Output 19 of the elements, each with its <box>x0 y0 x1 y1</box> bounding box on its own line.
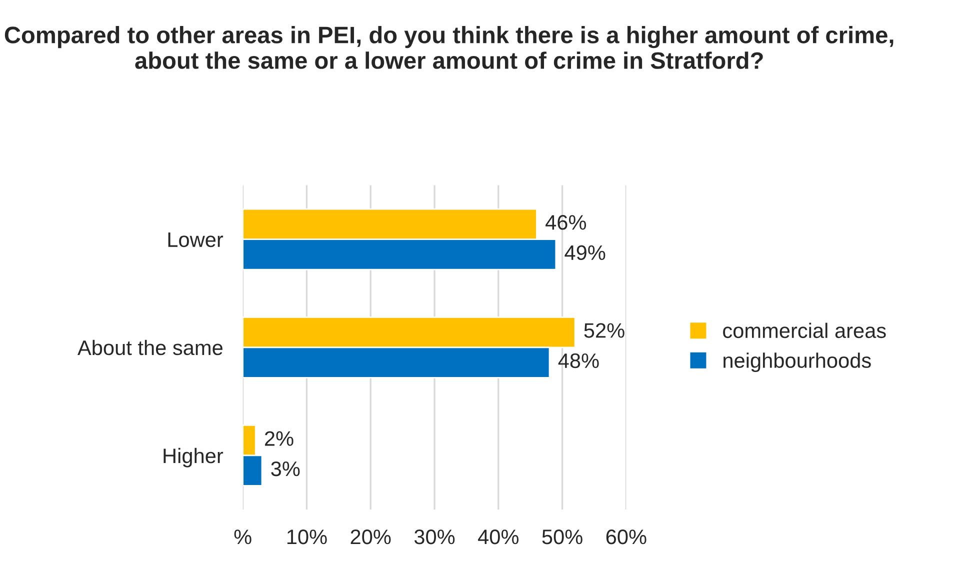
y-tick-label: About the same <box>78 340 222 356</box>
x-tick-label: 40% <box>478 530 519 544</box>
legend-label: commercial areas <box>723 322 886 338</box>
x-tick-label: 60% <box>606 530 646 544</box>
x-tick-label: 30% <box>414 530 455 544</box>
x-tick-label: 10% <box>287 530 327 544</box>
y-tick-label: Lower <box>168 232 224 248</box>
data-label: 46% <box>546 215 586 230</box>
y-tick-label: Higher <box>164 448 224 468</box>
legend-label: neighbourhoods <box>724 352 871 372</box>
x-tick-label: % <box>234 530 252 544</box>
chart-title: Compared to other areas in PEI, do you think there is a higher amount of crime, about the same or a lower amount of crime in Stratford? <box>4 26 894 69</box>
x-tick-label: 20% <box>350 530 391 544</box>
x-tick-label: 50% <box>542 530 582 544</box>
data-label: 52% <box>584 323 624 338</box>
data-label: 2% <box>264 431 294 446</box>
data-label: 49% <box>564 245 606 260</box>
data-label: 48% <box>558 353 599 368</box>
data-label: 3% <box>271 461 300 476</box>
